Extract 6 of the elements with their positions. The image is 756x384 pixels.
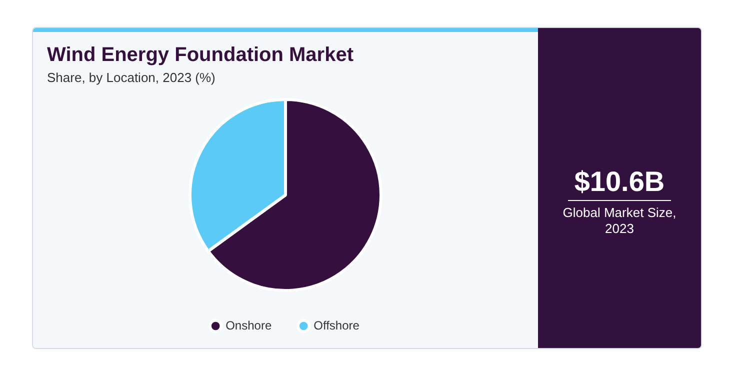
legend-label: Offshore [314, 318, 360, 332]
text: $10.6B [573, 166, 666, 198]
chart-subtitle: Share, by Location, 2023 (%) [47, 70, 216, 85]
text: Global Market Size, 2023 [562, 205, 678, 237]
chart-title: Wind Energy Foundation Market [47, 44, 354, 67]
legend-label: Onshore [226, 318, 272, 332]
